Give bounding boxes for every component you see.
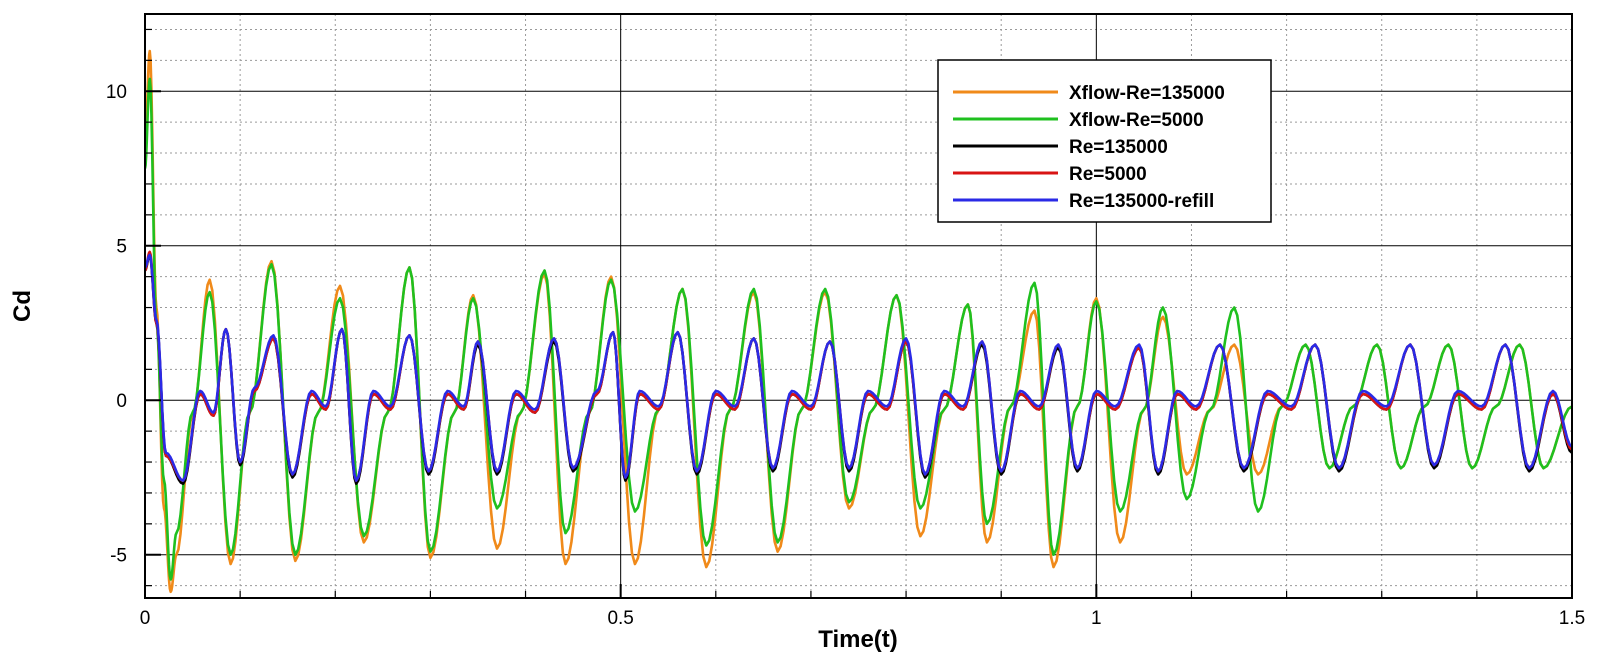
- legend-label: Re=5000: [1069, 164, 1147, 185]
- y-tick-label: 10: [106, 82, 127, 103]
- series-line-5: [145, 253, 1572, 482]
- tick-labels: 0 0.5 1 1.5 -5 0 5 10: [106, 82, 1585, 629]
- series-layer: [145, 49, 1572, 594]
- y-tick-label: 0: [116, 391, 127, 412]
- y-axis-title: Cd: [9, 290, 36, 322]
- plot-frame: [144, 13, 1573, 599]
- y-tick-label: -5: [110, 546, 127, 567]
- axis-ticks: [144, 28, 1573, 598]
- x-tick-label: 0: [140, 608, 151, 629]
- legend-label: Re=135000-refill: [1069, 191, 1214, 212]
- x-axis-title: Time(t): [818, 626, 898, 653]
- legend-label: Xflow-Re=135000: [1069, 83, 1225, 104]
- x-tick-label: 0.5: [607, 608, 633, 629]
- x-tick-label: 1.5: [1559, 608, 1585, 629]
- legend: Xflow-Re=135000 Xflow-Re=5000 Re=135000 Re=…: [937, 59, 1272, 223]
- legend-label: Re=135000: [1069, 137, 1168, 158]
- legend-label: Xflow-Re=5000: [1069, 110, 1204, 131]
- legend-box: [937, 59, 1272, 223]
- x-tick-label: 1: [1091, 608, 1102, 629]
- series-line-2: [145, 77, 1572, 581]
- y-tick-label: 5: [116, 237, 127, 258]
